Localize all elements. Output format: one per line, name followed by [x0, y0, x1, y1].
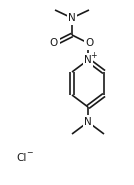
Text: N: N [84, 117, 92, 127]
Text: O: O [50, 38, 58, 48]
Text: −: − [26, 149, 32, 157]
Text: N: N [84, 55, 92, 65]
Text: Cl: Cl [17, 153, 27, 163]
Text: +: + [90, 51, 96, 60]
Text: N: N [68, 13, 76, 23]
Text: O: O [86, 38, 94, 48]
